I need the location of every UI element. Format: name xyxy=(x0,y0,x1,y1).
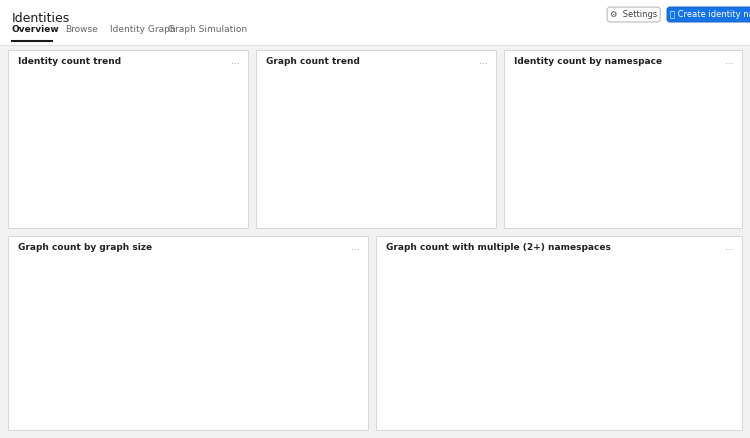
X-axis label: Identities: Identities xyxy=(626,211,662,220)
Text: Identities: 137: Identities: 137 xyxy=(144,208,187,212)
Text: Identity Graph: Identity Graph xyxy=(110,25,176,35)
Bar xyxy=(554,139,555,150)
Text: ...: ... xyxy=(351,243,360,251)
Text: ...: ... xyxy=(231,57,240,66)
Text: Date: Aug 13, 2024: Date: Aug 13, 2024 xyxy=(144,193,202,198)
Text: Identity count by namespace: Identity count by namespace xyxy=(514,57,662,66)
Bar xyxy=(46,284,61,295)
Y-axis label: Graphs: Graphs xyxy=(260,120,269,148)
X-axis label: Graphs: Graphs xyxy=(188,413,216,422)
Text: ...: ... xyxy=(725,243,734,251)
Text: Browse: Browse xyxy=(65,25,98,35)
Bar xyxy=(46,304,52,315)
Bar xyxy=(422,366,494,394)
X-axis label: Graphs: Graphs xyxy=(563,413,591,422)
Text: Identity count trend: Identity count trend xyxy=(18,57,122,66)
Text: ⚙  Settings: ⚙ Settings xyxy=(610,10,657,19)
Bar xyxy=(554,97,722,108)
Text: ...: ... xyxy=(725,57,734,66)
X-axis label: Date: Date xyxy=(133,211,152,220)
Bar xyxy=(46,343,47,354)
Text: Graph count trend: Graph count trend xyxy=(266,57,360,66)
Text: Graph Simulation: Graph Simulation xyxy=(168,25,248,35)
Text: Identities: Identities xyxy=(12,12,70,25)
Y-axis label: Identity symbol: Identity symbol xyxy=(509,104,518,164)
Bar xyxy=(46,265,334,276)
Bar xyxy=(422,315,518,343)
Bar xyxy=(554,160,557,171)
Bar xyxy=(422,265,708,292)
Text: ➕ Create identity namespace: ➕ Create identity namespace xyxy=(670,10,750,19)
Bar xyxy=(554,180,569,192)
Text: Overview: Overview xyxy=(12,25,60,35)
Text: Graph count with multiple (2+) namespaces: Graph count with multiple (2+) namespace… xyxy=(386,243,610,251)
Text: Graph count by graph size: Graph count by graph size xyxy=(18,243,152,251)
Y-axis label: Graph size: Graph size xyxy=(10,308,19,350)
Bar xyxy=(554,118,686,129)
Text: ...: ... xyxy=(479,57,488,66)
X-axis label: Date: Date xyxy=(380,211,398,220)
Y-axis label: Identities: Identities xyxy=(14,116,23,152)
Y-axis label: Identity symbol: Identity symbol xyxy=(385,299,394,359)
Bar xyxy=(554,76,557,87)
Bar xyxy=(46,324,47,335)
